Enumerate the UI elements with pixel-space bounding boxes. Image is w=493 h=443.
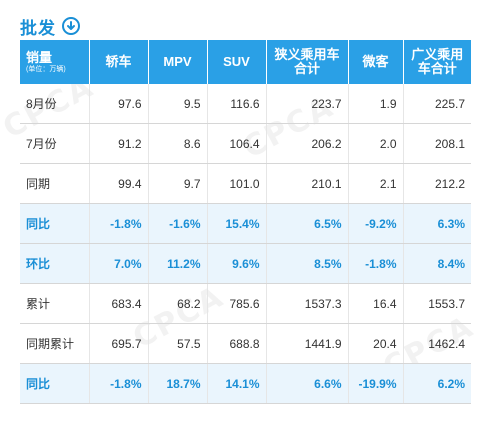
table-cell: 57.5 bbox=[148, 323, 208, 364]
row-label: 8月份 bbox=[20, 84, 90, 124]
column-header: 狭义乘用车合计 bbox=[266, 40, 349, 84]
row-label: 环比 bbox=[20, 243, 90, 284]
table-cell: 223.7 bbox=[266, 84, 349, 124]
table-row: 同期 99.4 9.7 101.0 210.1 2.1 212.2 bbox=[20, 163, 471, 204]
table-row: 同比 -1.8% -1.6% 15.4% 6.5% -9.2% 6.3% bbox=[20, 203, 471, 244]
column-header: 微客 bbox=[348, 40, 404, 84]
table-cell: 11.2% bbox=[148, 243, 208, 284]
row-label: 同比 bbox=[20, 363, 90, 404]
table-cell: 695.7 bbox=[89, 323, 149, 364]
table-header: 销量 (单位：万辆) 轿车 MPV SUV 狭义乘用车合计 微客 广义乘用车合计 bbox=[20, 40, 471, 84]
column-header-text: 销量 bbox=[26, 49, 53, 65]
table-cell: 8.6 bbox=[148, 123, 208, 164]
table-cell: 1553.7 bbox=[403, 283, 471, 324]
row-label: 同期 bbox=[20, 163, 90, 204]
table-cell: 210.1 bbox=[266, 163, 349, 204]
table-cell: 1441.9 bbox=[266, 323, 349, 364]
table-cell: 15.4% bbox=[207, 203, 267, 244]
column-header: SUV bbox=[207, 40, 267, 84]
column-header-text: MPV bbox=[163, 54, 192, 69]
column-header-text: 微客 bbox=[362, 54, 389, 69]
wholesale-table: 销量 (单位：万辆) 轿车 MPV SUV 狭义乘用车合计 微客 广义乘用车合计 8月份 97.… bbox=[20, 40, 471, 404]
table-cell: -1.8% bbox=[89, 203, 149, 244]
table-cell: 2.1 bbox=[348, 163, 404, 204]
table-cell: 7.0% bbox=[89, 243, 149, 284]
table-cell: 683.4 bbox=[89, 283, 149, 324]
table-cell: 1.9 bbox=[348, 84, 404, 124]
table-cell: 2.0 bbox=[348, 123, 404, 164]
table-cell: 20.4 bbox=[348, 323, 404, 364]
column-header-unit: (单位：万辆) bbox=[26, 65, 66, 73]
table-cell: 99.4 bbox=[89, 163, 149, 204]
table-cell: -1.8% bbox=[348, 243, 404, 284]
row-label: 7月份 bbox=[20, 123, 90, 164]
row-label: 同期累计 bbox=[20, 323, 90, 364]
table-cell: 212.2 bbox=[403, 163, 471, 204]
table-cell: 116.6 bbox=[207, 84, 267, 124]
table-row: 7月份 91.2 8.6 106.4 206.2 2.0 208.1 bbox=[20, 123, 471, 164]
table-cell: 91.2 bbox=[89, 123, 149, 164]
table-cell: 9.6% bbox=[207, 243, 267, 284]
table-cell: 14.1% bbox=[207, 363, 267, 404]
table-cell: 8.4% bbox=[403, 243, 471, 284]
table-cell: 225.7 bbox=[403, 84, 471, 124]
section-title: 批发 bbox=[20, 14, 80, 39]
table-cell: -1.8% bbox=[89, 363, 149, 404]
column-header: 广义乘用车合计 bbox=[403, 40, 471, 84]
table-body: 8月份 97.6 9.5 116.6 223.7 1.9 225.7 7月份 91.2 8.6 10… bbox=[20, 84, 471, 404]
column-header: MPV bbox=[148, 40, 208, 84]
table-cell: 101.0 bbox=[207, 163, 267, 204]
column-header-text: 轿车 bbox=[105, 54, 132, 69]
table-cell: 6.6% bbox=[266, 363, 349, 404]
table-cell: 9.5 bbox=[148, 84, 208, 124]
table-cell: 785.6 bbox=[207, 283, 267, 324]
page-title: 批发 bbox=[20, 18, 56, 39]
table-cell: -19.9% bbox=[348, 363, 404, 404]
table-row: 同比 -1.8% 18.7% 14.1% 6.6% -19.9% 6.2% bbox=[20, 363, 471, 404]
table-cell: 1462.4 bbox=[403, 323, 471, 364]
table-cell: 8.5% bbox=[266, 243, 349, 284]
table-cell: 97.6 bbox=[89, 84, 149, 124]
column-header-text: 狭义乘用车合计 bbox=[274, 47, 340, 76]
table-cell: 6.5% bbox=[266, 203, 349, 244]
column-header-text: SUV bbox=[223, 54, 250, 69]
table-cell: 106.4 bbox=[207, 123, 267, 164]
table-cell: 1537.3 bbox=[266, 283, 349, 324]
table-row: 环比 7.0% 11.2% 9.6% 8.5% -1.8% 8.4% bbox=[20, 243, 471, 284]
table-cell: 6.2% bbox=[403, 363, 471, 404]
table-cell: 68.2 bbox=[148, 283, 208, 324]
table-cell: 6.3% bbox=[403, 203, 471, 244]
table-row: 同期累计 695.7 57.5 688.8 1441.9 20.4 1462.4 bbox=[20, 323, 471, 364]
table-cell: -1.6% bbox=[148, 203, 208, 244]
table-cell: 688.8 bbox=[207, 323, 267, 364]
table-cell: -9.2% bbox=[348, 203, 404, 244]
arrow-down-circle-icon[interactable] bbox=[62, 17, 80, 35]
table-cell: 9.7 bbox=[148, 163, 208, 204]
table-cell: 208.1 bbox=[403, 123, 471, 164]
row-label: 累计 bbox=[20, 283, 90, 324]
row-label: 同比 bbox=[20, 203, 90, 244]
column-header-text: 广义乘用车合计 bbox=[411, 47, 464, 76]
table-row: 8月份 97.6 9.5 116.6 223.7 1.9 225.7 bbox=[20, 84, 471, 124]
column-header: 轿车 bbox=[89, 40, 149, 84]
table-cell: 18.7% bbox=[148, 363, 208, 404]
table-row: 累计 683.4 68.2 785.6 1537.3 16.4 1553.7 bbox=[20, 283, 471, 324]
table-cell: 206.2 bbox=[266, 123, 349, 164]
table-cell: 16.4 bbox=[348, 283, 404, 324]
column-header-label: 销量 (单位：万辆) bbox=[20, 40, 90, 84]
